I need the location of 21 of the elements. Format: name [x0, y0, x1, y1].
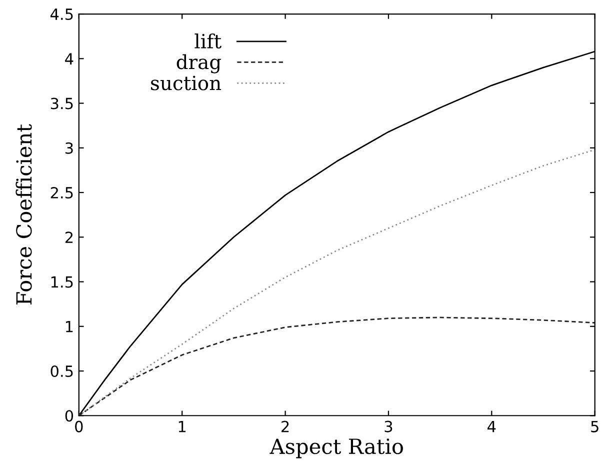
x-tick-label: 5: [591, 420, 598, 432]
x-tick-label: 3: [384, 420, 392, 432]
x-tick-label: 0: [75, 420, 83, 432]
x-axis-title: Aspect Ratio: [270, 438, 403, 458]
y-tick-label: 2.5: [50, 186, 73, 199]
x-tick-label: 1: [178, 420, 186, 432]
y-tick-label: 0.5: [50, 365, 73, 378]
y-tick-label: 1: [66, 321, 73, 332]
y-tick-label: 1.5: [51, 276, 73, 288]
legend-label: suction: [151, 76, 222, 90]
y-tick-label: 4: [65, 53, 74, 64]
x-tick-label: 2: [282, 420, 289, 432]
y-tick-label: 0: [65, 410, 74, 422]
x-tick-label: 4: [488, 420, 496, 432]
y-tick-label: 3: [65, 142, 73, 154]
y-tick-label: 3.5: [50, 98, 73, 110]
y-tick-label: 2: [65, 232, 73, 243]
y-axis-title: Force Coefficient: [16, 124, 32, 305]
legend-label: drag: [176, 54, 222, 74]
legend-label: lift: [194, 33, 222, 49]
y-tick-label: 4.5: [50, 8, 73, 20]
